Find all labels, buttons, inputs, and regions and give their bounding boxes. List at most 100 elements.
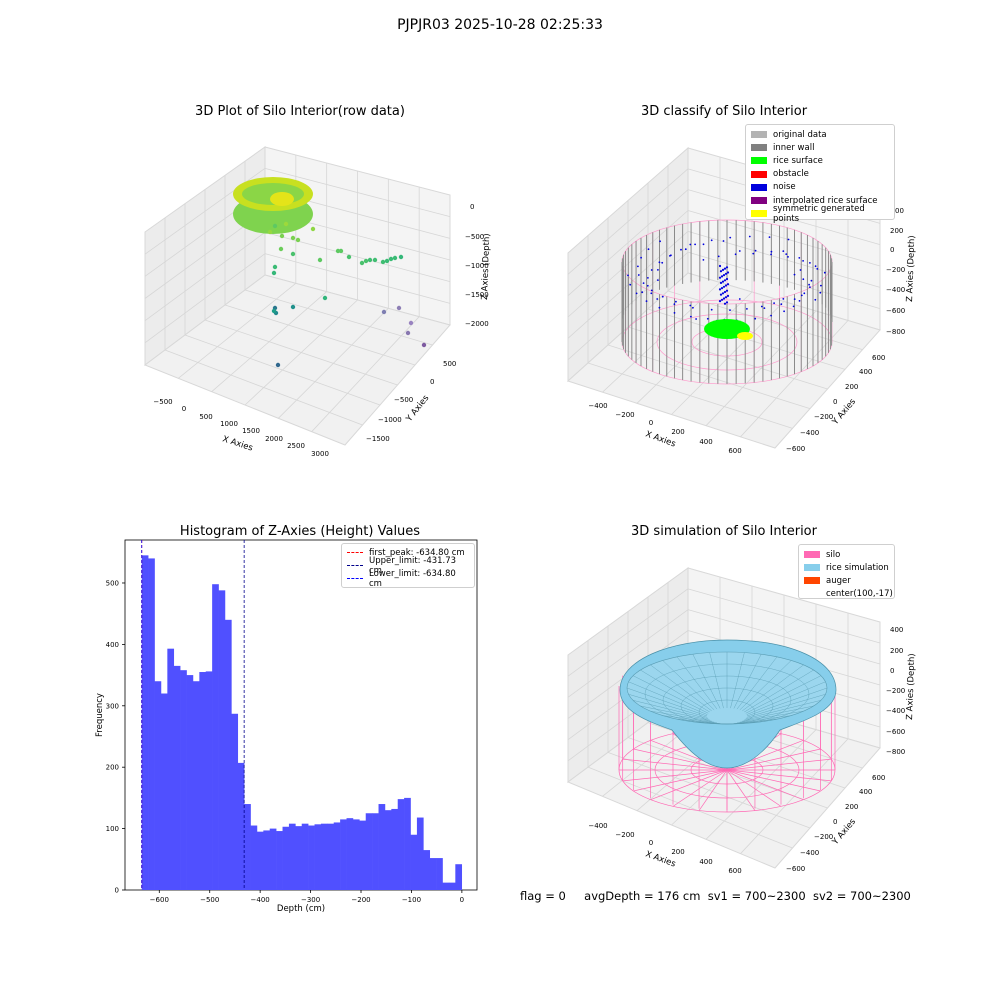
noise-point	[785, 253, 788, 256]
silo-line	[633, 769, 728, 792]
histogram-bars	[141, 555, 463, 890]
z-tick-label: 0	[890, 667, 894, 675]
z-tick-label: −400	[886, 286, 905, 294]
mesh-line	[626, 687, 708, 717]
mesh-line	[745, 700, 822, 719]
z-tick-label: 0	[890, 246, 894, 254]
noise-point	[810, 279, 813, 282]
x-tick-label: −100	[402, 896, 421, 904]
noise-point	[802, 260, 804, 262]
silo-ring	[233, 177, 313, 234]
noise-point	[722, 285, 726, 288]
noise-point	[783, 310, 785, 313]
y-tick-label: 400	[859, 788, 872, 796]
sv1-text: sv1 = 700~2300	[707, 889, 806, 903]
noise-point	[729, 309, 731, 311]
z-tick-label: −600	[886, 307, 905, 315]
data-point	[405, 330, 411, 336]
y-axis-ticks: 600 400 200 0 −200 −400 −600	[786, 774, 885, 873]
y-tick-label: −400	[800, 849, 819, 857]
noise-point	[798, 300, 801, 302]
x-tick-label: −600	[150, 896, 169, 904]
noise-point	[724, 272, 728, 275]
mesh-line	[746, 687, 828, 717]
y-axis-ticks: 600 400 200 0 −200 −400 −600	[786, 354, 885, 453]
noise-point	[719, 270, 723, 273]
noise-point	[820, 284, 822, 287]
noise-point	[661, 295, 664, 298]
data-point	[279, 233, 285, 239]
histogram-bar	[148, 558, 155, 890]
grid-line	[311, 316, 420, 432]
noise-point	[819, 291, 822, 294]
grid-line	[687, 251, 881, 310]
y-tick-label: −200	[814, 833, 833, 841]
legend-swatch	[751, 210, 767, 218]
noise-point	[657, 279, 659, 281]
data-point	[322, 295, 328, 301]
noise-point	[725, 266, 729, 269]
data-point	[396, 305, 402, 311]
histogram-bar	[224, 619, 232, 890]
noise-point	[658, 261, 661, 264]
noise-point	[724, 296, 728, 299]
y-tick-label: 600	[872, 774, 885, 782]
mesh-line	[632, 700, 709, 719]
y-tick-label: 400	[859, 368, 872, 376]
z-axis-label: Z Axies (Depth)	[480, 233, 492, 300]
grid-line	[144, 253, 266, 344]
legend-swatch	[751, 157, 767, 165]
legend-item: symmetric generated points	[751, 204, 889, 224]
noise-point	[725, 277, 729, 281]
noise-point	[656, 298, 659, 300]
data-point	[384, 258, 390, 264]
x-axis-ticks: −600 −500 −400 −300 −200 −100 0	[150, 890, 464, 904]
z-axis-ticks: 400 200 0 −200 −400 −600 −800	[886, 626, 905, 756]
data-point	[271, 270, 277, 276]
z-axis-ticks: 00 200 0 −200 −400 −600 −800	[886, 207, 905, 336]
noise-point	[689, 304, 692, 307]
legend-item: auger	[804, 574, 889, 587]
histogram-bar	[442, 882, 450, 890]
histogram-bar	[308, 825, 315, 890]
data-point	[381, 309, 387, 315]
x-axis-label: Depth (cm)	[277, 904, 325, 914]
rice-simulation-surface	[619, 639, 837, 769]
histogram-bar	[250, 825, 258, 890]
mesh-line	[739, 660, 792, 711]
noise-point	[641, 291, 644, 294]
x-tick-label: 600	[728, 447, 741, 455]
noise-point	[793, 298, 796, 300]
z-axis-ticks: 0 −500 −1000 −1500 −2000	[465, 203, 489, 328]
histogram-bar	[301, 823, 309, 890]
data-point	[290, 251, 296, 257]
noise-point	[718, 264, 722, 268]
z-tick-label: −200	[886, 687, 905, 695]
noise-point	[647, 277, 649, 279]
histogram-bar	[333, 822, 341, 890]
noise-point	[782, 298, 785, 300]
legend-item: silo	[804, 548, 889, 561]
data-point	[398, 254, 404, 260]
mesh-line	[650, 664, 712, 712]
data-point	[275, 362, 281, 368]
silo-line	[726, 769, 821, 792]
legend-item: first_peak: -634.80 cm	[347, 546, 469, 559]
x-tick-label: 1000	[220, 420, 238, 428]
noise-point	[692, 306, 694, 309]
y-tick-label: 0	[833, 818, 837, 826]
noise-point	[803, 292, 806, 295]
noise-point	[816, 268, 819, 270]
mesh-line	[744, 705, 814, 721]
y-tick-label: 200	[845, 383, 858, 391]
silo-line	[726, 769, 804, 801]
data-point	[290, 235, 296, 241]
noise-point	[726, 294, 730, 297]
noise-point	[799, 269, 802, 271]
silo-line	[622, 758, 728, 771]
legend-item: interpolated rice surface	[751, 194, 889, 207]
noise-point	[754, 317, 757, 320]
noise-point	[734, 253, 737, 256]
